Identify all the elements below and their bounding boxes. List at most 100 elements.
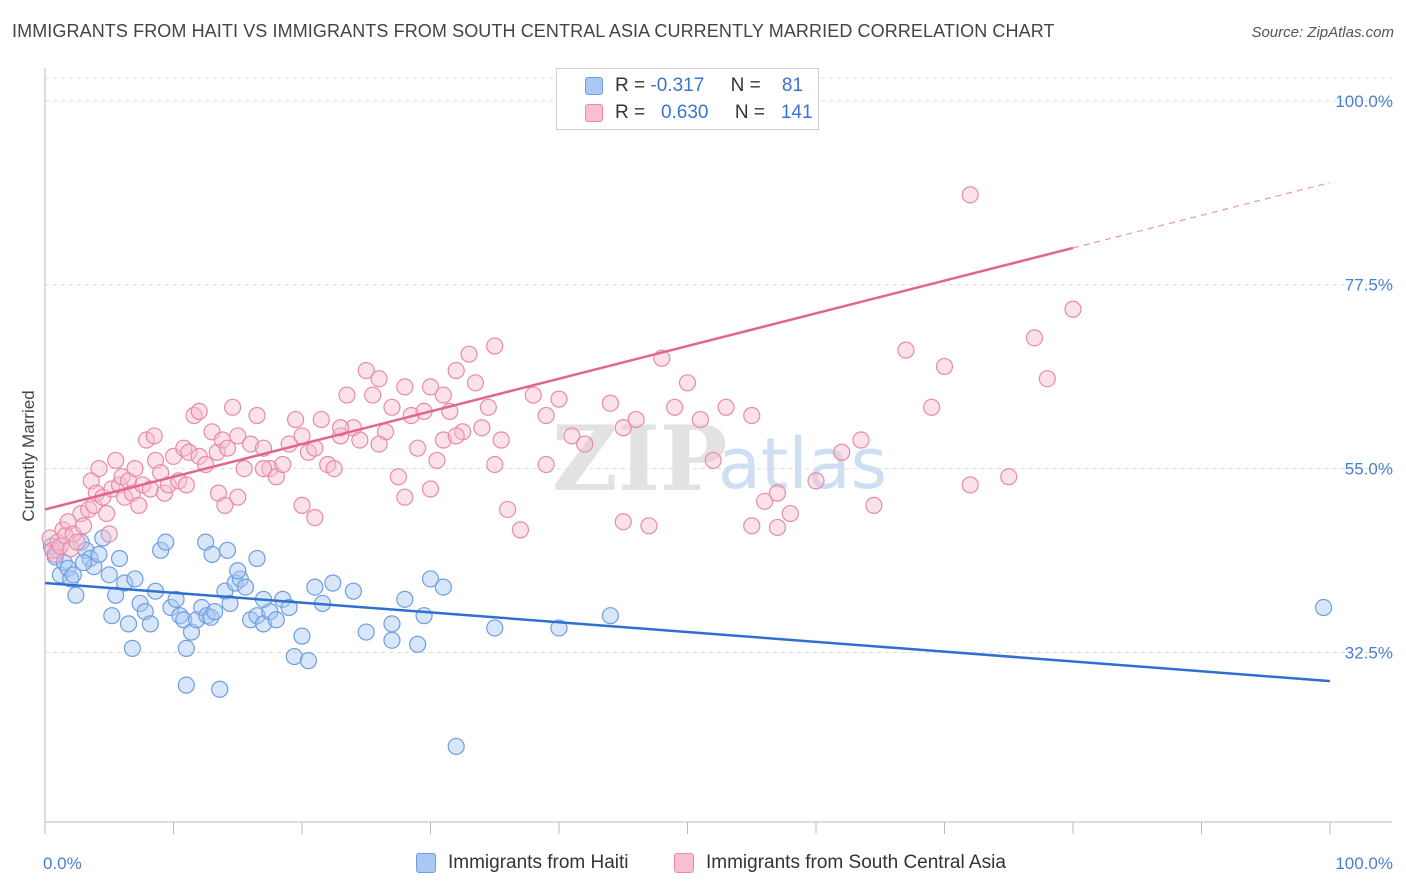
n-value: 141 — [780, 102, 813, 123]
haiti-point — [383, 631, 401, 649]
x-tick-label: 100.0% — [1335, 854, 1393, 873]
haiti-point — [396, 590, 414, 608]
asia-point — [499, 500, 517, 519]
haiti-point — [175, 611, 193, 629]
asia-point — [768, 484, 787, 502]
haiti-point — [206, 603, 224, 621]
n-label: N = — [734, 102, 766, 123]
haiti-point — [1314, 598, 1333, 617]
asia-point — [383, 398, 401, 416]
r-value: 0.630 — [660, 102, 709, 123]
haiti-point — [110, 549, 129, 568]
asia-point — [755, 492, 774, 510]
haiti-point — [167, 590, 185, 608]
asia-point — [155, 484, 174, 502]
asia-point — [312, 410, 330, 429]
asia-point — [434, 386, 452, 404]
y-axis-title: Currently Married — [19, 390, 38, 521]
asia-point — [229, 488, 247, 506]
haiti-point — [131, 594, 149, 613]
chart-title: IMMIGRANTS FROM HAITI VS IMMIGRANTS FROM… — [12, 21, 1055, 41]
asia-point — [961, 476, 979, 494]
haiti-point — [447, 737, 465, 756]
asia-point — [126, 460, 144, 478]
asia-legend-label: Immigrants from South Central Asia — [706, 852, 1006, 873]
asia-point — [100, 525, 118, 543]
r-label: R = — [615, 75, 646, 96]
haiti-point — [100, 566, 118, 584]
asia-point — [961, 186, 979, 204]
asia-point — [396, 488, 414, 506]
asia-point — [486, 455, 504, 474]
watermark: ZIP atlas — [552, 406, 887, 512]
asia-point — [678, 374, 697, 392]
asia-point — [537, 455, 555, 474]
asia-point — [229, 427, 247, 445]
asia-point — [218, 439, 237, 457]
r-value: -0.317 — [650, 75, 705, 96]
haiti-point — [64, 566, 82, 584]
haiti-points — [42, 529, 1333, 756]
haiti-point — [177, 639, 195, 657]
haiti-point — [103, 607, 121, 625]
asia-point — [306, 509, 324, 527]
asia-point — [614, 513, 632, 531]
haiti-point — [267, 611, 285, 629]
haiti-point — [221, 594, 239, 613]
y-tick-label: 32.5% — [1345, 643, 1393, 662]
asia-point — [511, 521, 530, 539]
haiti-point — [126, 570, 144, 588]
haiti-legend-swatch — [416, 853, 436, 873]
asia-point — [627, 410, 645, 429]
haiti-point — [116, 574, 134, 592]
asia-point — [428, 451, 446, 470]
haiti-point — [157, 533, 175, 551]
asia-point — [492, 431, 510, 449]
source-label: Source: ZipAtlas.com — [1251, 24, 1394, 41]
asia-point — [409, 439, 427, 457]
asia-point — [130, 496, 148, 514]
tick-labels: 100.0% 77.5% 55.0% 32.5% 0.0% 100.0% — [43, 92, 1393, 873]
haiti-point — [383, 615, 401, 633]
axes — [44, 68, 1392, 834]
asia-point — [98, 504, 116, 523]
asia-point — [768, 518, 787, 537]
asia-point — [396, 378, 414, 396]
asia-point — [807, 472, 825, 490]
trend-lines — [44, 181, 1331, 683]
haiti-point — [344, 582, 362, 600]
asia-point — [923, 398, 941, 416]
asia-point — [242, 435, 260, 453]
haiti-point — [67, 586, 85, 604]
watermark-zip: ZIP — [552, 406, 727, 512]
asia-point — [447, 427, 465, 445]
asia-trend-extension — [1072, 181, 1331, 249]
asia-point — [1000, 468, 1018, 486]
asia-point — [447, 361, 465, 380]
haiti-point — [421, 570, 440, 588]
asia-point — [145, 427, 163, 445]
grid — [45, 77, 1392, 653]
asia-point — [640, 517, 658, 535]
haiti-swatch — [585, 77, 603, 95]
n-value: 81 — [781, 75, 804, 96]
asia-point — [141, 480, 159, 498]
asia-point — [717, 398, 735, 416]
haiti-point — [123, 639, 141, 657]
asia-point — [137, 431, 156, 449]
asia-point — [351, 431, 369, 449]
asia-point — [224, 398, 242, 416]
asia-point — [833, 443, 851, 461]
haiti-point — [357, 623, 375, 641]
asia-point — [248, 406, 266, 425]
asia-point — [563, 427, 581, 445]
haiti-point — [486, 619, 504, 637]
asia-point — [421, 378, 440, 396]
asia-point — [897, 341, 915, 359]
asia-legend-swatch — [674, 853, 694, 873]
asia-point — [370, 370, 388, 388]
haiti-point — [280, 598, 298, 617]
haiti-trend-line — [44, 581, 1331, 683]
asia-point — [90, 460, 108, 478]
